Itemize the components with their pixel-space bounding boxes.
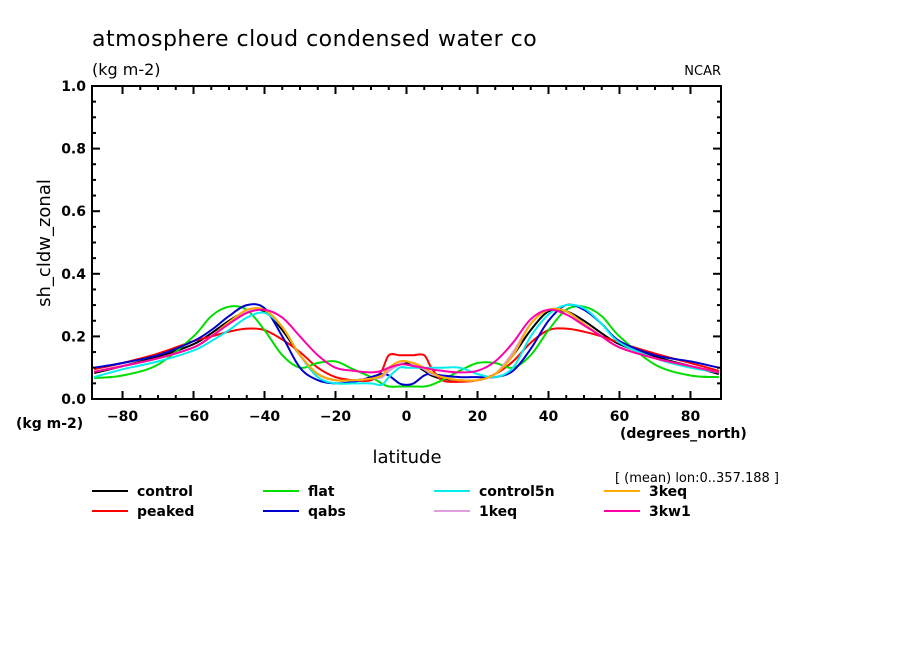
legend-label: 3kw1: [649, 504, 691, 520]
y-tick-label: 1.0: [61, 79, 86, 95]
x-tick-label: 0: [402, 409, 412, 425]
legend-label: control5n: [479, 484, 555, 500]
series-layer: [93, 303, 720, 388]
credit-label: NCAR: [684, 64, 721, 79]
legend-label: qabs: [308, 504, 346, 520]
legend-label: 3keq: [649, 484, 687, 500]
legend-item-3kw1: 3kw1: [604, 504, 691, 520]
legend: control peaked flat qabs control5n 1keq 3keq 3k…: [92, 484, 691, 520]
x-tick-label: −40: [249, 409, 280, 425]
legend-item-qabs: qabs: [263, 504, 346, 520]
x-tick-label: −80: [107, 409, 138, 425]
x-tick-label: 20: [468, 409, 488, 425]
tick-labels: −80 −60 −40 −20 0 20 40 60 80 0.0 0.2 0.4 0.6 0.8 1.0: [61, 79, 700, 425]
legend-label: peaked: [137, 504, 194, 520]
x-axis-label: latitude: [372, 447, 441, 468]
y-tick-label: 0.2: [61, 329, 86, 345]
y-axis-label: sh_cldw_zonal: [34, 179, 55, 307]
legend-item-control: control: [92, 484, 193, 500]
x-tick-label: −20: [320, 409, 351, 425]
x-tick-label: −60: [178, 409, 209, 425]
series-line-peaked: [93, 327, 720, 383]
mean-annotation: [ (mean) lon:0..357.188 ]: [615, 471, 779, 486]
legend-item-control5n: control5n: [434, 484, 555, 500]
series-line-3kw1: [93, 308, 720, 374]
legend-item-1keq: 1keq: [434, 504, 517, 520]
x-tick-label: 80: [681, 409, 701, 425]
y-tick-label: 0.6: [61, 204, 86, 220]
series-line-control5n: [93, 303, 720, 387]
y-tick-label: 0.0: [61, 392, 86, 408]
series-line-3keq: [93, 306, 720, 382]
y-tick-label: 0.4: [61, 267, 86, 283]
x-tick-label: 40: [539, 409, 559, 425]
y-tick-label: 0.8: [61, 142, 86, 158]
legend-label: flat: [308, 484, 335, 500]
y-axis-units: (kg m-2): [16, 416, 83, 432]
chart-title: atmosphere cloud condensed water co: [92, 27, 537, 52]
legend-item-peaked: peaked: [92, 504, 194, 520]
x-tick-label: 60: [610, 409, 630, 425]
series-line-qabs: [93, 303, 720, 386]
chart-subtitle: (kg m-2): [92, 60, 161, 79]
legend-label: control: [137, 484, 193, 500]
legend-label: 1keq: [479, 504, 517, 520]
axes: [91, 85, 722, 400]
legend-item-flat: flat: [263, 484, 335, 500]
legend-item-3keq: 3keq: [604, 484, 687, 500]
x-axis-units: (degrees_north): [620, 426, 747, 442]
